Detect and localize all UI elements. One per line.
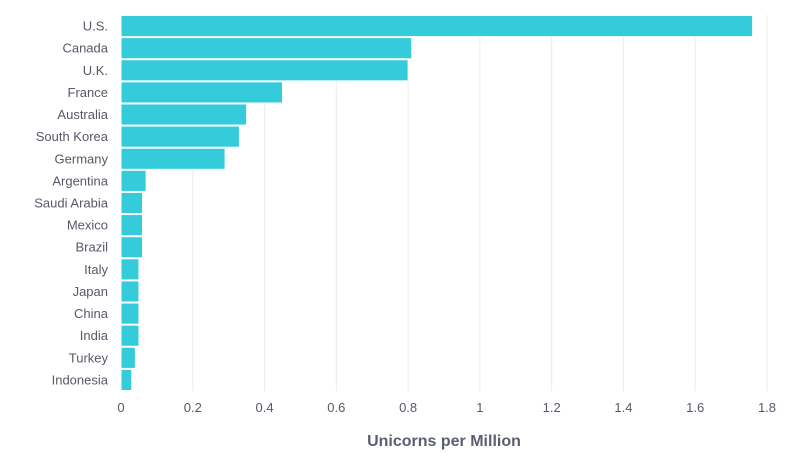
bars [120, 15, 754, 392]
category-label: Brazil [75, 240, 108, 255]
category-label: Indonesia [52, 372, 109, 387]
x-tick-label: 0.6 [327, 400, 345, 415]
bar [120, 346, 136, 369]
x-axis-title: Unicorns per Million [367, 433, 521, 450]
category-label: Italy [84, 262, 108, 277]
category-label: U.K. [83, 63, 108, 78]
bar [120, 59, 409, 82]
x-tick-label: 0 [117, 400, 124, 415]
category-label: India [80, 328, 109, 343]
bar [120, 258, 140, 281]
bar [120, 214, 144, 237]
x-tick-label: 1.8 [758, 400, 776, 415]
category-label: Germany [55, 151, 109, 166]
category-label: France [68, 85, 108, 100]
x-tick-label: 1.2 [543, 400, 561, 415]
x-tick-label: 0.8 [399, 400, 417, 415]
category-label: Turkey [69, 350, 109, 365]
bar [120, 37, 413, 60]
category-label: Argentina [52, 173, 108, 188]
category-label: U.S. [83, 19, 108, 34]
x-tick-label: 0.4 [256, 400, 274, 415]
bar [120, 236, 144, 259]
bar [120, 147, 226, 170]
x-tick-label: 0.2 [184, 400, 202, 415]
category-label: Australia [57, 107, 108, 122]
x-tick-label: 1 [476, 400, 483, 415]
category-labels: U.S. Canada U.K. France Australia South Korea… [34, 19, 109, 388]
category-label: Mexico [67, 218, 108, 233]
bar [120, 103, 248, 126]
category-label: Canada [62, 41, 108, 56]
bar [120, 324, 140, 347]
x-tick-labels: 0 0.2 0.4 0.6 0.8 1 1.2 1.4 1.6 1.8 [117, 400, 776, 415]
x-tick-label: 1.4 [614, 400, 632, 415]
x-tick-label: 1.6 [686, 400, 704, 415]
bar [120, 302, 140, 325]
bar [120, 368, 133, 392]
bar [120, 125, 240, 148]
bar [120, 280, 140, 303]
bar [120, 191, 144, 215]
category-label: Saudi Arabia [34, 196, 108, 211]
bar [120, 81, 283, 104]
category-label: China [74, 306, 109, 321]
bar [120, 169, 147, 192]
category-label: Japan [73, 284, 108, 299]
category-label: South Korea [36, 129, 109, 144]
bar [120, 15, 754, 38]
